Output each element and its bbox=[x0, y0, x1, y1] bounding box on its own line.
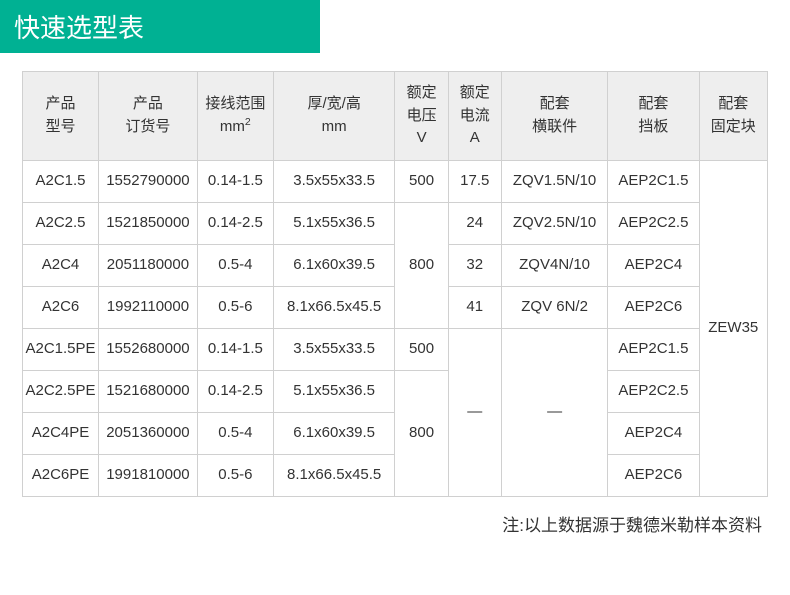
cell-cross: ZQV2.5N/10 bbox=[501, 202, 607, 244]
cell-model: A2C6PE bbox=[23, 454, 99, 496]
table-row: A2C2.5PE 1521680000 0.14-2.5 5.1x55x36.5… bbox=[23, 370, 768, 412]
cell-volt-merge: 800 bbox=[395, 202, 448, 328]
selection-table: 产品型号 产品订货号 接线范围mm2 厚/宽/高 mm 额定电压 V 额定电流 A 配… bbox=[22, 71, 768, 497]
cell-dim: 5.1x55x36.5 bbox=[273, 202, 395, 244]
cell-baffle: AEP2C1.5 bbox=[608, 328, 699, 370]
table-row: A2C1.5 1552790000 0.14-1.5 3.5x55x33.5 5… bbox=[23, 160, 768, 202]
cell-cross: ZQV1.5N/10 bbox=[501, 160, 607, 202]
col-dim-a: 厚/宽/高 bbox=[307, 95, 360, 112]
cell-volt: 500 bbox=[395, 160, 448, 202]
col-dim: 厚/宽/高 mm bbox=[273, 72, 395, 161]
cell-wire: 0.14-1.5 bbox=[197, 160, 273, 202]
cell-baffle: AEP2C6 bbox=[608, 454, 699, 496]
col-volt-c: V bbox=[417, 129, 427, 146]
cell-order: 1521680000 bbox=[99, 370, 198, 412]
cell-order: 2051180000 bbox=[99, 244, 198, 286]
title-bar: 快速选型表 bbox=[0, 0, 320, 53]
cell-dim: 6.1x60x39.5 bbox=[273, 244, 395, 286]
footnote-text: 注:以上数据源于魏德米勒样本资料 bbox=[502, 516, 762, 535]
cell-dim: 8.1x66.5x45.5 bbox=[273, 286, 395, 328]
cell-fixed: ZEW35 bbox=[699, 160, 767, 496]
col-order: 产品订货号 bbox=[99, 72, 198, 161]
cell-amp: 32 bbox=[448, 244, 501, 286]
col-wire: 接线范围mm2 bbox=[197, 72, 273, 161]
cell-baffle: AEP2C1.5 bbox=[608, 160, 699, 202]
col-baffle-label: 配套挡板 bbox=[638, 95, 668, 135]
cell-volt: 500 bbox=[395, 328, 448, 370]
cell-cross: ZQV 6N/2 bbox=[501, 286, 607, 328]
col-cross: 配套横联件 bbox=[501, 72, 607, 161]
cell-order: 2051360000 bbox=[99, 412, 198, 454]
cell-model: A2C2.5 bbox=[23, 202, 99, 244]
cell-model: A2C4 bbox=[23, 244, 99, 286]
cell-amp-dash: — bbox=[448, 328, 501, 496]
col-order-label: 产品订货号 bbox=[125, 95, 170, 135]
cell-volt-merge: 800 bbox=[395, 370, 448, 496]
cell-order: 1521850000 bbox=[99, 202, 198, 244]
col-model-label: 产品型号 bbox=[46, 95, 76, 135]
cell-model: A2C2.5PE bbox=[23, 370, 99, 412]
col-amp-a: 额定 bbox=[460, 84, 490, 101]
cell-baffle: AEP2C4 bbox=[608, 244, 699, 286]
col-volt-a: 额定 bbox=[407, 84, 437, 101]
title-text: 快速选型表 bbox=[14, 13, 144, 43]
cell-order: 1991810000 bbox=[99, 454, 198, 496]
col-volt-b: 电压 bbox=[407, 107, 437, 124]
col-cross-label: 配套横联件 bbox=[532, 95, 577, 135]
col-amp-c: A bbox=[470, 129, 480, 146]
col-amp-b: 电流 bbox=[460, 107, 490, 124]
col-model: 产品型号 bbox=[23, 72, 99, 161]
col-fixed-label: 配套固定块 bbox=[711, 95, 756, 135]
cell-wire: 0.5-6 bbox=[197, 454, 273, 496]
col-dim-b: mm bbox=[322, 118, 347, 135]
cell-cross-dash: — bbox=[501, 328, 607, 496]
cell-wire: 0.14-2.5 bbox=[197, 202, 273, 244]
cell-wire: 0.14-2.5 bbox=[197, 370, 273, 412]
cell-order: 1992110000 bbox=[99, 286, 198, 328]
col-fixed: 配套固定块 bbox=[699, 72, 767, 161]
cell-wire: 0.5-4 bbox=[197, 244, 273, 286]
table-row: A2C1.5PE 1552680000 0.14-1.5 3.5x55x33.5… bbox=[23, 328, 768, 370]
cell-order: 1552790000 bbox=[99, 160, 198, 202]
cell-dim: 6.1x60x39.5 bbox=[273, 412, 395, 454]
cell-wire: 0.14-1.5 bbox=[197, 328, 273, 370]
cell-baffle: AEP2C2.5 bbox=[608, 202, 699, 244]
cell-baffle: AEP2C4 bbox=[608, 412, 699, 454]
cell-dim: 5.1x55x36.5 bbox=[273, 370, 395, 412]
header-row: 产品型号 产品订货号 接线范围mm2 厚/宽/高 mm 额定电压 V 额定电流 A 配… bbox=[23, 72, 768, 161]
col-wire-a: 接线范围 bbox=[205, 95, 265, 112]
col-baffle: 配套挡板 bbox=[608, 72, 699, 161]
cell-amp: 17.5 bbox=[448, 160, 501, 202]
col-amp: 额定电流 A bbox=[448, 72, 501, 161]
cell-model: A2C4PE bbox=[23, 412, 99, 454]
cell-order: 1552680000 bbox=[99, 328, 198, 370]
cell-model: A2C1.5 bbox=[23, 160, 99, 202]
cell-baffle: AEP2C2.5 bbox=[608, 370, 699, 412]
col-volt: 额定电压 V bbox=[395, 72, 448, 161]
footnote: 注:以上数据源于魏德米勒样本资料 bbox=[0, 497, 790, 536]
cell-wire: 0.5-6 bbox=[197, 286, 273, 328]
table-container: 产品型号 产品订货号 接线范围mm2 厚/宽/高 mm 额定电压 V 额定电流 A 配… bbox=[0, 53, 790, 497]
cell-dim: 3.5x55x33.5 bbox=[273, 328, 395, 370]
cell-wire: 0.5-4 bbox=[197, 412, 273, 454]
cell-amp: 24 bbox=[448, 202, 501, 244]
cell-model: A2C1.5PE bbox=[23, 328, 99, 370]
table-row: A2C2.5 1521850000 0.14-2.5 5.1x55x36.5 8… bbox=[23, 202, 768, 244]
cell-model: A2C6 bbox=[23, 286, 99, 328]
cell-dim: 8.1x66.5x45.5 bbox=[273, 454, 395, 496]
cell-baffle: AEP2C6 bbox=[608, 286, 699, 328]
cell-amp: 41 bbox=[448, 286, 501, 328]
cell-cross: ZQV4N/10 bbox=[501, 244, 607, 286]
cell-dim: 3.5x55x33.5 bbox=[273, 160, 395, 202]
